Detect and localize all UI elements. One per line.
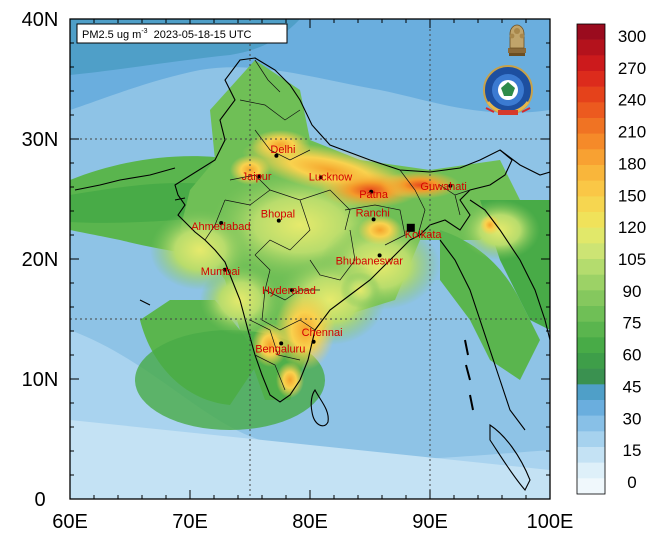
lon-tick-label: 90E [412, 511, 448, 533]
city-label-lucknow: Lucknow [309, 171, 352, 183]
colorbar-swatch [577, 431, 605, 448]
city-marker [276, 218, 281, 223]
title-box: PM2.5 ug m-3 2023-05-18-15 UTC [76, 23, 288, 44]
colorbar-swatch [577, 212, 605, 228]
imd-logo-icon [483, 65, 533, 115]
colorbar-swatch [577, 165, 605, 181]
colorbar-label: 105 [618, 250, 646, 269]
city-label-delhi: Delhi [270, 144, 295, 156]
colorbar-swatch [577, 133, 605, 150]
longitude-axis-labels: 60E 70E 80E 90E 100E [52, 511, 573, 533]
colorbar-swatch [577, 447, 605, 463]
city-label-bhubaneswar: Bhubaneswar [336, 255, 404, 267]
city-marker [222, 267, 227, 272]
colorbar-swatch [577, 306, 605, 322]
colorbar-swatch [577, 337, 605, 354]
colorbar-label: 15 [623, 441, 642, 460]
lon-tick-label: 60E [52, 511, 88, 533]
colorbar-swatch [577, 384, 605, 401]
city-label-guwahati: Guwahati [420, 181, 466, 193]
colorbar-swatch [577, 24, 605, 40]
colorbar-label: 45 [623, 377, 642, 396]
colorbar-swatch [577, 400, 605, 416]
city-marker [290, 288, 294, 293]
lon-tick-label: 70E [172, 511, 208, 533]
lat-tick-label: 20N [22, 249, 59, 271]
colorbar-swatch [577, 290, 605, 307]
city-label-ahmedabad: Ahmedabad [191, 221, 250, 233]
colorbar-label: 240 [618, 91, 646, 110]
city-marker [318, 175, 323, 180]
lat-tick-label: 0 [34, 489, 45, 511]
city-marker [311, 339, 316, 344]
colorbar-label: 270 [618, 59, 646, 78]
country-boundaries [74, 57, 550, 491]
colorbar-swatch [577, 149, 605, 166]
colorbar-label: 75 [623, 314, 642, 333]
concentration-field [70, 19, 550, 499]
colorbar-swatch [577, 39, 605, 56]
grid-lines [70, 19, 550, 499]
state-boundaries [204, 59, 471, 391]
colorbar-label: 300 [618, 27, 646, 46]
colorbar-swatch [577, 243, 605, 260]
lon-tick-label: 80E [292, 511, 328, 533]
city-marker [448, 183, 453, 188]
colorbar-frame [576, 23, 606, 495]
city-marker [279, 341, 284, 346]
colorbar-swatch [577, 415, 605, 432]
colorbar-swatch [577, 71, 605, 87]
city-marker [274, 153, 279, 158]
city-label-ranchi: Ranchi [356, 207, 390, 219]
colorbar-swatch [577, 259, 605, 275]
title-superscript: -3 [141, 28, 147, 35]
colorbar-label: 30 [623, 409, 642, 428]
colorbar-swatch [577, 55, 605, 72]
city-label-chennai: Chennai [302, 327, 343, 339]
colorbar-swatch [577, 102, 605, 119]
colorbar-swatch [577, 196, 605, 213]
svg-text:PM2.5 ug m-3 2023-05-18-15 UT: PM2.5 ug m-3 2023-05-18-15 UTC [82, 28, 252, 41]
colorbar-swatch [577, 368, 605, 385]
lat-tick-label: 40N [22, 9, 59, 31]
colorbar-swatch [577, 462, 605, 479]
colorbar-swatch [577, 118, 605, 134]
colorbar-swatch [577, 478, 605, 495]
city-marker-square [406, 223, 415, 232]
colorbar-label: 90 [623, 282, 642, 301]
colorbar-label: 180 [618, 154, 646, 173]
lat-tick-label: 10N [22, 369, 59, 391]
title-date: 2023-05-18-15 UTC [154, 29, 252, 41]
city-label-patna: Patna [359, 189, 389, 201]
city-marker [257, 174, 262, 179]
city-label-mumbai: Mumbai [201, 266, 240, 278]
city-marker [369, 189, 374, 194]
city-label-bhopal: Bhopal [261, 209, 295, 221]
colorbar-swatch [577, 321, 605, 338]
lat-tick-label: 30N [22, 129, 59, 151]
national-emblem-icon [508, 24, 526, 56]
city-marker [219, 221, 224, 225]
latitude-axis-labels: 40N 30N 20N 10N 0 [22, 9, 59, 511]
colorbar-label: 0 [627, 473, 636, 492]
city-label-hyderabad: Hyderabad [262, 285, 316, 297]
city-label-jaipur: Jaipur [242, 171, 272, 183]
colorbar-swatch [577, 227, 605, 244]
city-layer: Delhi Jaipur Lucknow Patna Guwahati Ahmedabad… [191, 144, 467, 356]
colorbar-label: 60 [623, 346, 642, 365]
colorbar-label: 210 [618, 123, 646, 142]
colorbar-label: 150 [618, 186, 646, 205]
lon-tick-label: 100E [527, 511, 574, 533]
city-marker [371, 217, 376, 222]
city-label-bengaluru: Bengaluru [255, 343, 305, 355]
city-marker [377, 253, 382, 258]
colorbar-swatch [577, 86, 605, 103]
colorbar-swatch [577, 180, 605, 197]
colorbar-swatch [577, 274, 605, 291]
colorbar-label: 120 [618, 218, 646, 237]
colorbar-swatch [577, 353, 605, 369]
title-prefix: PM2.5 ug m [82, 29, 141, 41]
